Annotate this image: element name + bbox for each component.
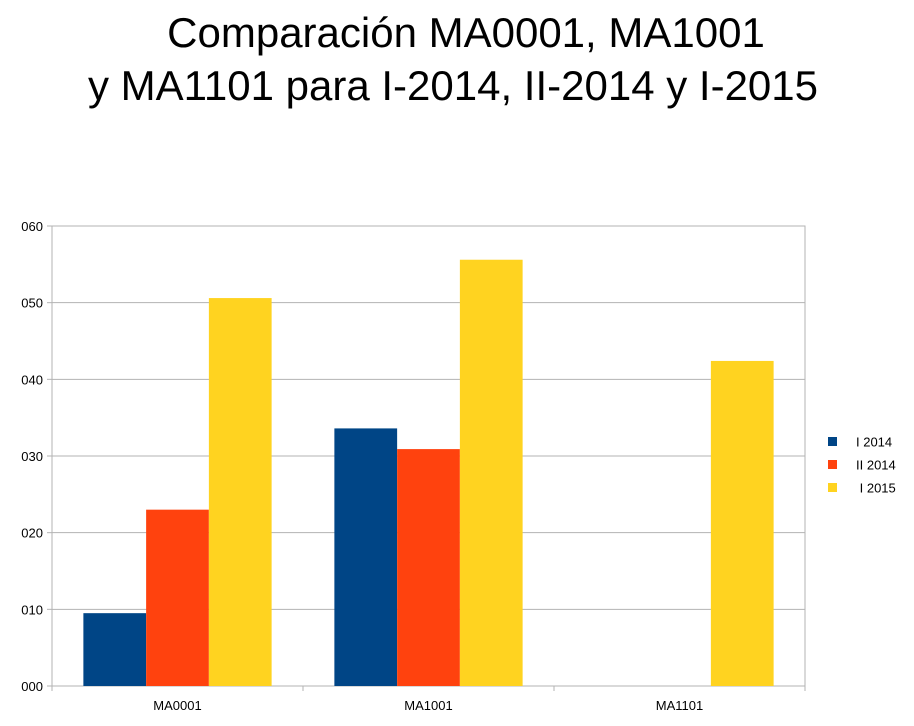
legend: I 2014 II 2014 I 2015: [828, 435, 896, 496]
chart-title-line-2: y MA1101 para I-2014, II-2014 y I-2015: [88, 62, 818, 109]
bar: [208, 298, 272, 686]
bar: [83, 613, 147, 686]
y-tick-label: 040: [21, 372, 43, 387]
plot-area: 000 010 020 030 040 050 060 MA0001 MA1001 MA1101: [21, 219, 806, 713]
bar: [334, 428, 398, 686]
legend-label: I 2014: [856, 435, 892, 450]
y-tick-label: 010: [21, 602, 43, 617]
x-tick-label: MA1001: [404, 698, 452, 713]
x-tick-label: MA0001: [153, 698, 201, 713]
bar: [459, 259, 523, 686]
y-tick-label: 020: [21, 526, 43, 541]
y-tick-label: 030: [21, 449, 43, 464]
y-tick-label: 060: [21, 219, 43, 234]
legend-swatch: [828, 437, 837, 446]
x-tick-label: MA1101: [656, 698, 703, 713]
y-tick-label: 050: [21, 296, 43, 311]
bar: [710, 360, 774, 686]
chart-title-line-1: Comparación MA0001, MA1001: [167, 9, 765, 56]
legend-swatch: [828, 483, 837, 492]
bar: [397, 449, 460, 686]
bar: [146, 509, 209, 686]
legend-label: I 2015: [856, 481, 896, 496]
legend-label: II 2014: [856, 458, 896, 473]
y-tick-label: 000: [21, 679, 43, 694]
legend-swatch: [828, 460, 837, 469]
